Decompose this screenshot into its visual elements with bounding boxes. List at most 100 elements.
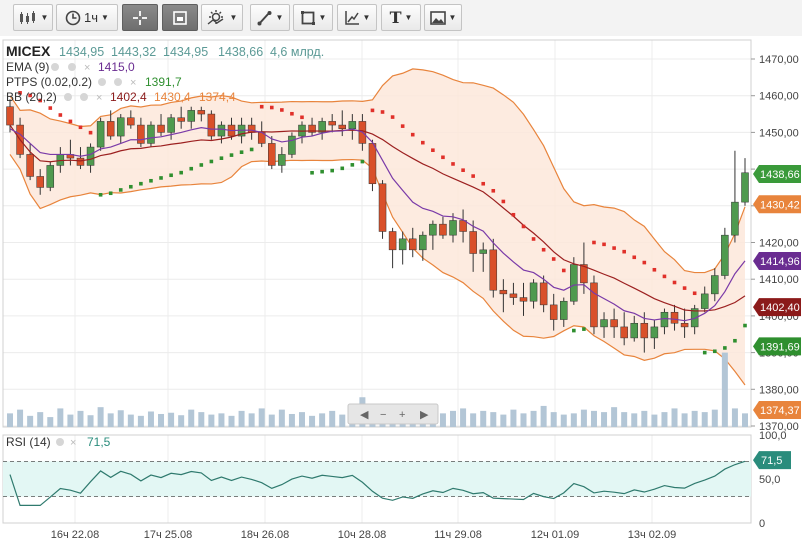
bb-controls[interactable]: ×: [64, 92, 102, 104]
candle-body: [398, 238, 407, 251]
sar-dot: [108, 191, 113, 196]
volume-bar: [228, 415, 235, 427]
ema-label: EMA (9): [6, 60, 49, 74]
trend-icon: [344, 10, 359, 25]
square-icon: [300, 10, 315, 25]
image-button[interactable]: ▼: [424, 4, 462, 31]
text-icon: T: [389, 8, 402, 27]
candle-body: [318, 121, 326, 133]
volume-bar: [580, 409, 587, 427]
chevron-down-icon: ▼: [229, 13, 238, 22]
sar-dot: [431, 148, 435, 153]
rsi-controls[interactable]: ×: [56, 437, 76, 449]
volume-bar: [208, 414, 215, 427]
sar-dot: [249, 147, 254, 152]
scroll-right-icon[interactable]: ▶: [420, 409, 429, 421]
draw-line-button[interactable]: ▼: [250, 4, 290, 31]
chart-type-button[interactable]: ▼: [13, 4, 53, 31]
sar-dot: [129, 184, 133, 189]
volume-bar: [721, 352, 728, 427]
candle-body: [157, 124, 165, 133]
price-tick-label: 1460,00: [759, 91, 799, 103]
sar-dot: [370, 108, 375, 113]
volume-bar: [530, 410, 537, 427]
rsi-tick-label: 50,0: [759, 474, 780, 486]
volume-bar: [268, 414, 275, 427]
image-icon: [429, 10, 446, 25]
candle-body: [469, 231, 477, 254]
volume-bar: [560, 414, 567, 427]
candle-body: [570, 264, 578, 302]
volume-bar: [298, 412, 305, 427]
sar-dot: [662, 274, 667, 279]
volume-bar: [17, 409, 24, 427]
volume-bars: [7, 352, 748, 427]
volume-bar: [97, 407, 104, 427]
ptps-controls[interactable]: ×: [98, 77, 136, 89]
bb-lower-line: [9, 154, 746, 386]
sar-dot: [702, 350, 707, 355]
sar-dot: [269, 105, 274, 110]
scroll-control[interactable]: ◀ − + ▶: [347, 403, 439, 425]
volume-bar: [641, 410, 648, 427]
sar-dot: [360, 159, 365, 164]
candle-body: [741, 172, 749, 203]
candle-body: [106, 121, 115, 137]
ema-controls[interactable]: ×: [51, 62, 90, 74]
volume-value: 4,6 млрд.: [270, 45, 324, 59]
sar-dot: [88, 130, 93, 135]
zoom-in-icon[interactable]: +: [399, 409, 405, 421]
candle-body: [328, 121, 336, 126]
candle-body: [711, 275, 719, 295]
price-tag-bg: [753, 298, 801, 317]
candle-body: [630, 322, 638, 339]
volume-bar: [731, 408, 738, 427]
shapes-button[interactable]: ▼: [293, 4, 333, 31]
candles: [6, 99, 749, 353]
candle-body: [731, 201, 739, 236]
sar-dot: [572, 328, 576, 333]
candle-body: [408, 238, 417, 251]
sar-dot: [602, 242, 606, 247]
candle-body: [519, 297, 528, 302]
candle-body: [96, 121, 105, 148]
sar-dot: [632, 255, 637, 260]
sar-dot: [541, 247, 546, 252]
sar-dot: [169, 173, 173, 178]
crosshair-button[interactable]: [122, 4, 158, 31]
rsi-tag-bg: [753, 451, 791, 470]
candle-body: [268, 143, 276, 166]
screenshot-button[interactable]: [162, 4, 198, 31]
chevron-down-icon: ▼: [448, 13, 457, 22]
text-button[interactable]: T ▼: [381, 4, 421, 31]
indicators-button[interactable]: ▼: [201, 4, 243, 31]
volume-bar: [107, 413, 114, 427]
candle-body: [187, 110, 195, 122]
sar-dot: [521, 224, 526, 229]
price-tick-label: 1380,00: [759, 384, 799, 396]
interval-button[interactable]: 1ч ▼: [56, 4, 118, 31]
sar-dot: [68, 119, 73, 124]
candle-body: [700, 293, 709, 309]
trend-tools-button[interactable]: ▼: [337, 4, 377, 31]
sar-dot: [421, 140, 425, 145]
sar-dot: [310, 170, 314, 175]
sar-dot: [149, 178, 153, 183]
candle-body: [670, 311, 679, 324]
candle-body: [479, 249, 487, 254]
sar-dot: [481, 181, 486, 186]
price-tag-label: 1430,42: [760, 199, 800, 211]
chart-area[interactable]: 1470,001460,001450,001440,001430,001420,…: [0, 36, 802, 541]
volume-bar: [550, 412, 557, 427]
sar-dot: [733, 338, 737, 343]
candle-body: [539, 282, 548, 306]
chevron-down-icon: ▼: [101, 13, 109, 22]
candle-body: [288, 135, 296, 155]
sar-dot: [582, 327, 586, 331]
bb-upper-line: [9, 68, 746, 274]
candle-body: [86, 146, 95, 166]
zoom-out-icon[interactable]: −: [380, 409, 386, 421]
sar-dot: [350, 163, 355, 167]
volume-bar: [601, 412, 608, 427]
scroll-left-icon[interactable]: ◀: [360, 409, 369, 421]
